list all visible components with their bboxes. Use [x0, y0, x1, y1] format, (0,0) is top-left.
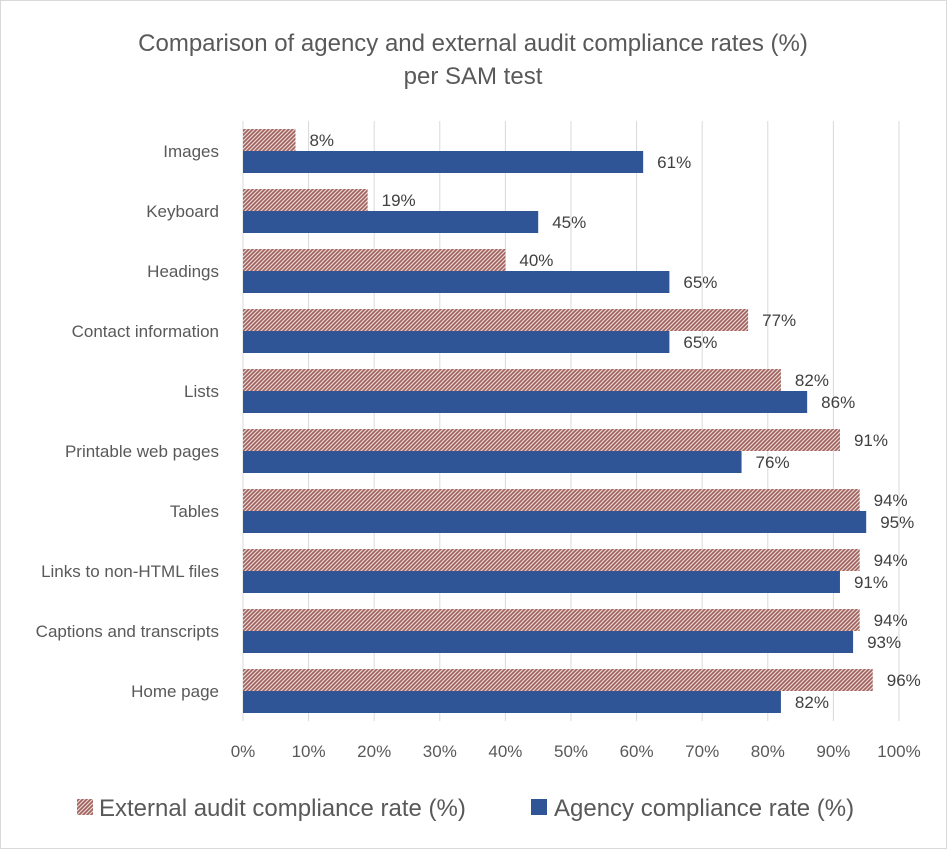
bar-agency	[243, 511, 867, 533]
bar-agency	[243, 391, 808, 413]
legend-label-external-audit: External audit compliance rate (%)	[99, 795, 466, 822]
x-tick-label: 90%	[816, 742, 850, 761]
x-tick-label: 70%	[685, 742, 719, 761]
data-label-external-audit: 91%	[854, 431, 888, 450]
chart-title-line-1: Comparison of agency and external audit …	[138, 30, 808, 57]
bar-external-audit	[243, 189, 368, 211]
bar-external-audit	[243, 609, 860, 631]
data-label-external-audit: 94%	[874, 551, 908, 570]
bar-external-audit	[243, 549, 860, 571]
bar-agency	[243, 631, 854, 653]
category-label: Tables	[170, 502, 219, 521]
x-tick-label: 40%	[488, 742, 522, 761]
x-tick-label: 60%	[620, 742, 654, 761]
x-tick-label: 100%	[877, 742, 920, 761]
data-label-agency: 91%	[854, 573, 888, 592]
data-label-external-audit: 82%	[795, 371, 829, 390]
category-label: Links to non-HTML files	[41, 562, 219, 581]
x-tick-labels: 0% 10% 20% 30% 40% 50% 60% 70% 80% 90% 100%	[231, 742, 921, 761]
bar-external-audit	[243, 669, 873, 691]
data-label-agency: 45%	[552, 213, 586, 232]
legend-swatch-agency	[531, 799, 547, 815]
category-label: Lists	[184, 382, 219, 401]
data-label-external-audit: 19%	[382, 191, 416, 210]
bars	[243, 129, 873, 713]
data-label-external-audit: 96%	[887, 671, 921, 690]
x-tick-label: 10%	[292, 742, 326, 761]
category-label: Contact information	[72, 322, 219, 341]
x-tick-label: 0%	[231, 742, 256, 761]
bar-agency	[243, 211, 539, 233]
category-label: Printable web pages	[65, 442, 219, 461]
bar-agency	[243, 451, 742, 473]
bar-agency	[243, 271, 670, 293]
data-label-agency: 86%	[821, 393, 855, 412]
data-label-agency: 76%	[756, 453, 790, 472]
category-label: Keyboard	[146, 202, 219, 221]
data-label-external-audit: 8%	[309, 131, 334, 150]
x-tick-label: 30%	[423, 742, 457, 761]
data-label-agency: 95%	[880, 513, 914, 532]
category-label: Images	[163, 142, 219, 161]
category-label: Captions and transcripts	[36, 622, 219, 641]
bar-agency	[243, 691, 781, 713]
x-tick-label: 50%	[554, 742, 588, 761]
data-label-agency: 61%	[657, 153, 691, 172]
category-label: Home page	[131, 682, 219, 701]
category-label: Headings	[147, 262, 219, 281]
x-tick-label: 80%	[751, 742, 785, 761]
bar-external-audit	[243, 129, 296, 151]
data-label-agency: 65%	[683, 333, 717, 352]
bar-external-audit	[243, 369, 781, 391]
legend-swatch-external-audit	[77, 799, 93, 815]
category-labels: Images Keyboard Headings Contact informatio…	[36, 142, 219, 701]
bar-agency	[243, 151, 644, 173]
data-label-agency: 82%	[795, 693, 829, 712]
legend-label-agency: Agency compliance rate (%)	[554, 795, 854, 822]
data-label-agency: 65%	[683, 273, 717, 292]
data-label-external-audit: 77%	[762, 311, 796, 330]
x-tick-label: 20%	[357, 742, 391, 761]
bar-agency	[243, 331, 670, 353]
data-label-agency: 93%	[867, 633, 901, 652]
data-label-external-audit: 94%	[874, 491, 908, 510]
data-labels: 8% 61% 19% 45% 40% 65% 77% 65% 82% 86% 91% 76% 94% 95…	[309, 131, 920, 712]
legend: External audit compliance rate (%) Agenc…	[77, 795, 854, 822]
chart-title-line-2: per SAM test	[404, 63, 543, 90]
bar-external-audit	[243, 249, 506, 271]
bar-external-audit	[243, 489, 860, 511]
bar-external-audit	[243, 309, 749, 331]
data-label-external-audit: 40%	[519, 251, 553, 270]
data-label-external-audit: 94%	[874, 611, 908, 630]
bar-agency	[243, 571, 840, 593]
bar-external-audit	[243, 429, 840, 451]
